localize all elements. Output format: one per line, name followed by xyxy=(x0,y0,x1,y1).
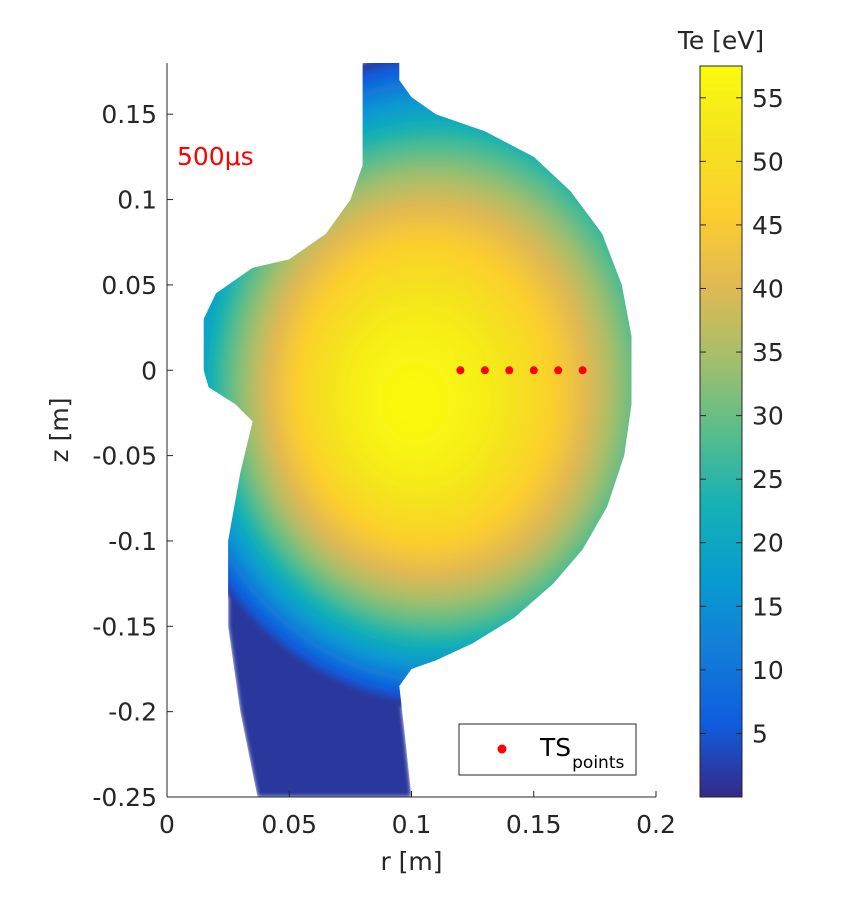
y-tick-label: -0.25 xyxy=(92,783,157,812)
x-tick-label: 0.1 xyxy=(392,810,432,839)
y-tick-label: 0.1 xyxy=(117,186,157,215)
colorbar-tick-label: 35 xyxy=(752,338,784,367)
colorbar-frame xyxy=(699,65,743,798)
x-tick-label: 0.05 xyxy=(261,810,317,839)
main-plot-area: 0 0.05 0.1 0.15 0.2 0.15 0.1 0.05 0 -0.05 -0.1 -0.… xyxy=(45,63,676,876)
y-axis-ticks: 0.15 0.1 0.05 0 -0.05 -0.1 -0.15 -0.2 -0.25 xyxy=(92,100,173,812)
colorbar-tick-label: 10 xyxy=(752,656,784,685)
x-tick-label: 0.2 xyxy=(636,810,676,839)
y-tick-label: 0.15 xyxy=(101,100,157,129)
legend-entry-ts-points: TSpoints xyxy=(539,733,624,773)
time-annotation: 500μs xyxy=(177,142,254,171)
colorbar-tick-label: 25 xyxy=(752,465,784,494)
y-tick-label: 0 xyxy=(141,356,157,385)
legend-subscript-text: points xyxy=(572,753,624,773)
legend-box xyxy=(458,723,637,776)
heatmap-contour-band xyxy=(407,398,417,410)
legend-main-text: TS xyxy=(539,733,571,762)
x-axis-ticks: 0 0.05 0.1 0.15 0.2 xyxy=(159,791,676,839)
legend: TSpoints xyxy=(458,723,637,776)
colorbar-ticks: 5 10 15 20 25 30 35 40 45 50 55 xyxy=(700,84,784,748)
y-axis-label: z [m] xyxy=(45,398,74,463)
colorbar-title: Te [eV] xyxy=(677,26,764,55)
ts-point xyxy=(456,366,465,375)
ts-point xyxy=(505,366,514,375)
y-tick-label: -0.15 xyxy=(92,612,157,641)
y-tick-label: -0.05 xyxy=(92,442,157,471)
colorbar-tick-label: 5 xyxy=(752,719,768,748)
ts-point xyxy=(529,366,538,375)
colorbar-tick-label: 40 xyxy=(752,274,784,303)
x-axis-label: r [m] xyxy=(380,847,442,876)
colorbar-tick-label: 55 xyxy=(752,84,784,113)
colorbar-tick-label: 45 xyxy=(752,211,784,240)
colorbar-tick-label: 50 xyxy=(752,147,784,176)
legend-marker-icon xyxy=(497,744,507,754)
y-tick-label: 0.05 xyxy=(101,271,157,300)
x-tick-label: 0.15 xyxy=(506,810,562,839)
colorbar-gradient xyxy=(700,66,742,797)
y-tick-label: -0.2 xyxy=(108,698,157,727)
x-tick-label: 0 xyxy=(159,810,175,839)
ts-points-series xyxy=(456,366,587,375)
ts-point xyxy=(480,366,489,375)
colorbar: 5 10 15 20 25 30 35 40 45 50 55 Te [eV] xyxy=(677,26,784,798)
ts-point xyxy=(578,366,587,375)
colorbar-tick-label: 15 xyxy=(752,592,784,621)
ts-point xyxy=(554,366,563,375)
y-tick-label: -0.1 xyxy=(108,527,157,556)
colorbar-tick-label: 20 xyxy=(752,529,784,558)
colorbar-tick-label: 30 xyxy=(752,402,784,431)
